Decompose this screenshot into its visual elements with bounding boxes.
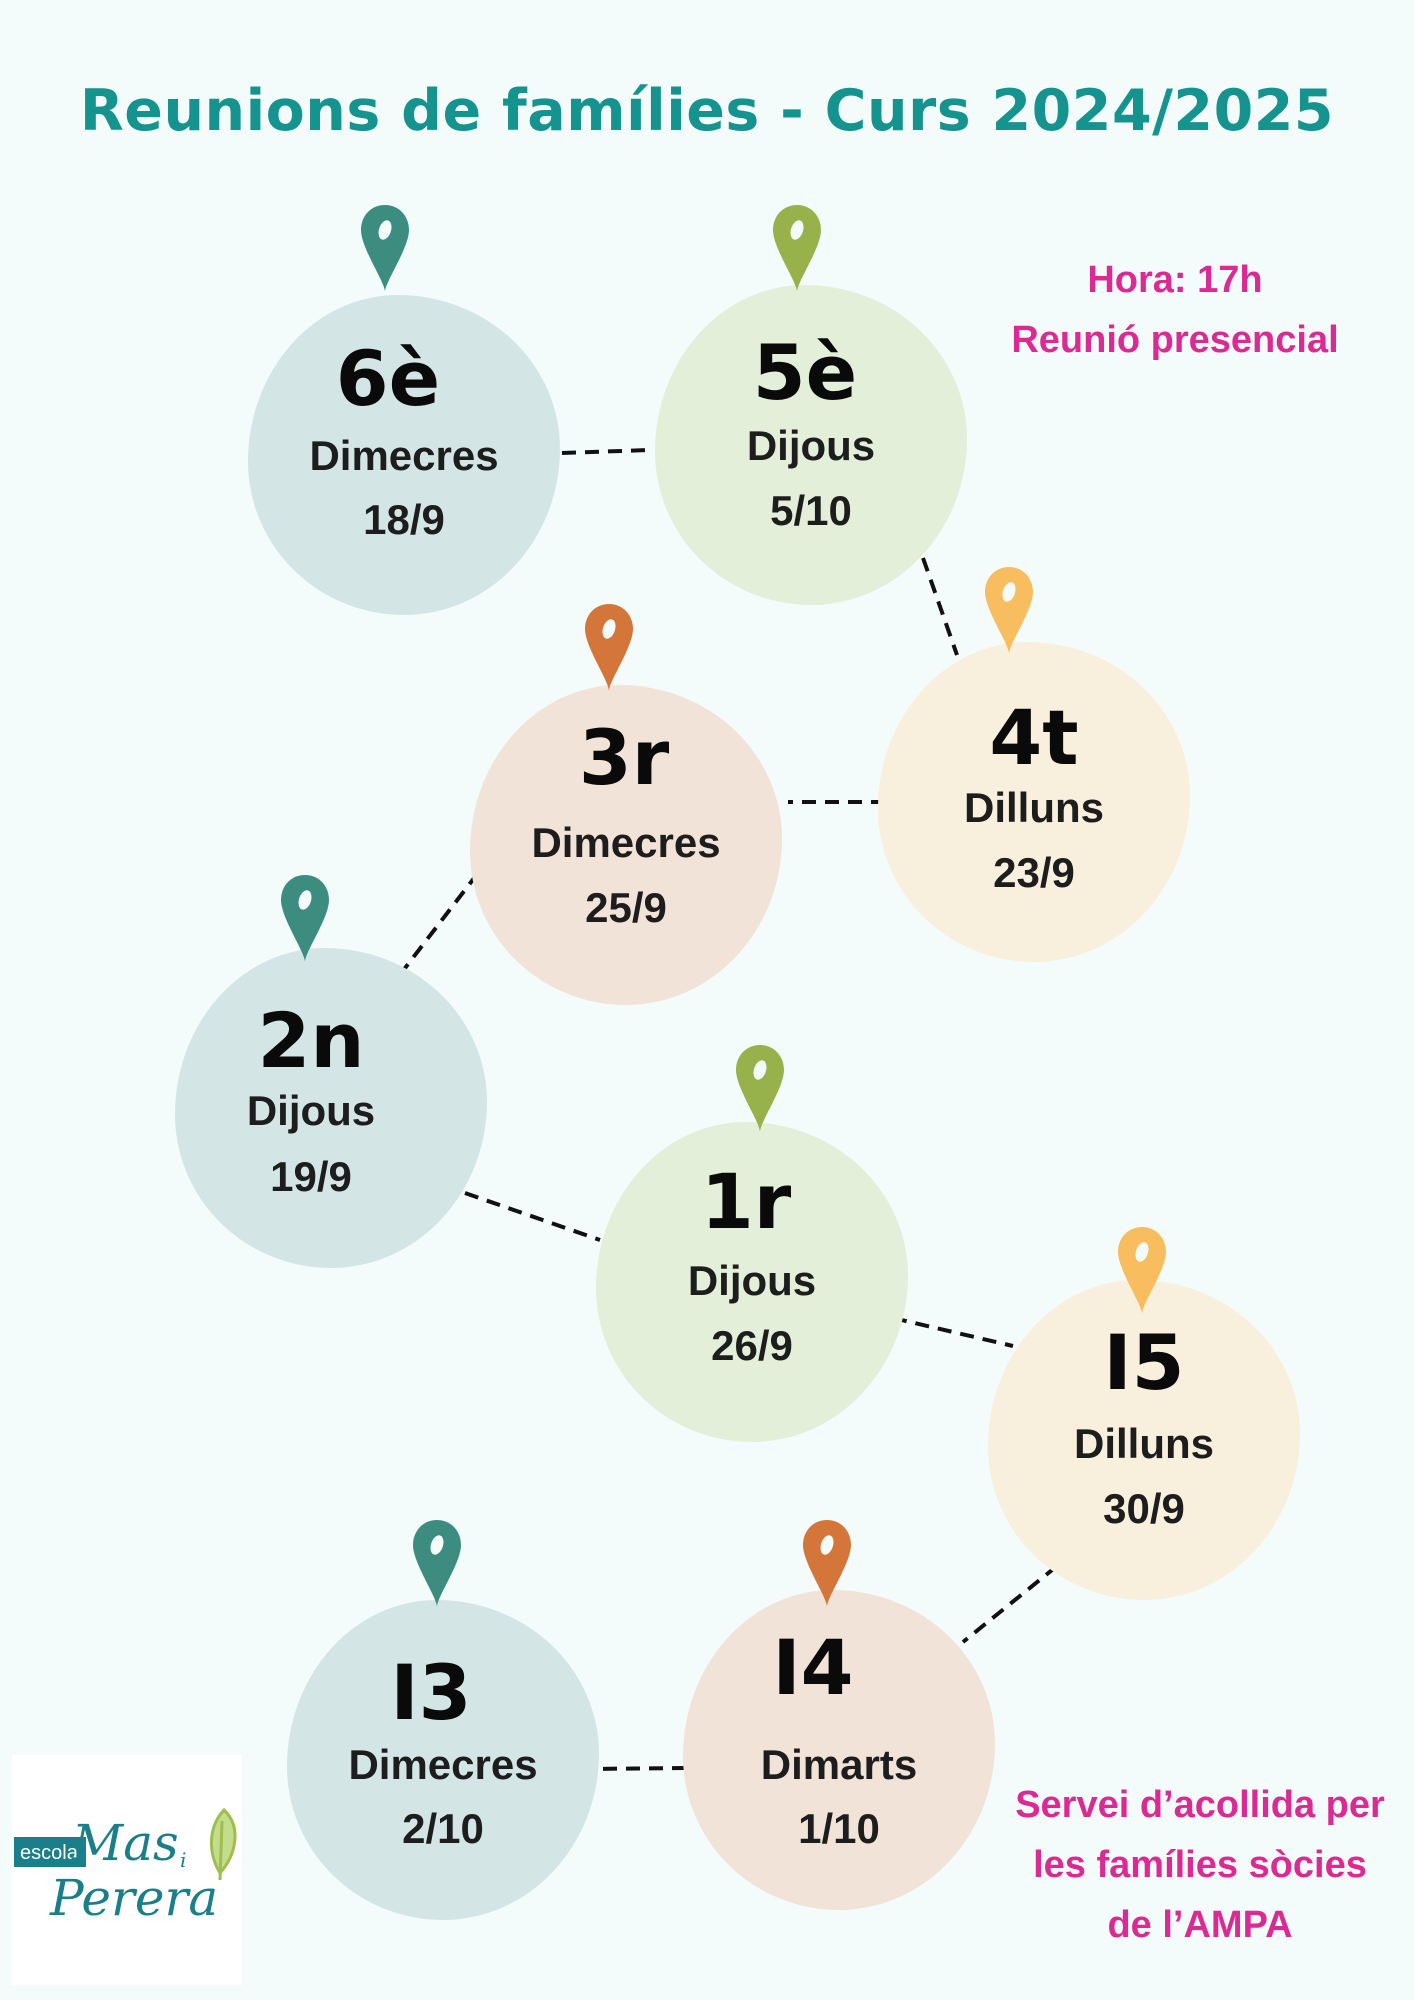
meeting-time: Hora: 17h bbox=[1087, 259, 1263, 301]
meeting-i4: I4 Dimarts 1/10 bbox=[683, 1590, 995, 1910]
grade-label: I5 bbox=[1103, 1318, 1185, 1407]
connector-i4-i3 bbox=[584, 1766, 687, 1771]
leaf-icon bbox=[209, 1807, 237, 1881]
grade-label: 6è bbox=[335, 334, 441, 423]
meeting-1r: 1r Dijous 26/9 bbox=[596, 1122, 908, 1442]
grade-label: 2n bbox=[257, 996, 365, 1085]
date-label: 1/10 bbox=[798, 1805, 880, 1852]
childcare-line-2: les famílies sòcies bbox=[1033, 1844, 1367, 1886]
location-pin-icon bbox=[413, 1520, 461, 1607]
day-label: Dimecres bbox=[309, 432, 499, 479]
grade-label: I3 bbox=[390, 1648, 472, 1737]
logo-mas-text: Mas bbox=[71, 1814, 179, 1872]
day-label: Dimecres bbox=[348, 1741, 538, 1788]
location-pin-icon bbox=[736, 1045, 784, 1132]
logo-escola-box bbox=[14, 1837, 86, 1867]
grade-label: 3r bbox=[578, 713, 670, 802]
meeting-mode: Reunió presencial bbox=[1011, 319, 1339, 361]
date-label: 19/9 bbox=[270, 1153, 352, 1200]
connector-2n-1r bbox=[464, 1191, 601, 1242]
date-label: 23/9 bbox=[993, 849, 1075, 896]
day-label: Dijous bbox=[687, 1257, 817, 1304]
location-pin-icon bbox=[773, 205, 821, 292]
location-pin-icon bbox=[985, 567, 1033, 654]
date-label: 25/9 bbox=[585, 884, 667, 931]
day-label: Dilluns bbox=[963, 784, 1104, 831]
school-logo-graphic: escola Mas i Perera bbox=[14, 1807, 237, 1927]
connector-6e-5e bbox=[561, 448, 651, 455]
connector-3r-2n bbox=[400, 871, 480, 974]
grade-label: I4 bbox=[772, 1623, 854, 1712]
day-label: Dimarts bbox=[760, 1741, 918, 1788]
meeting-6e: 6è Dimecres 18/9 bbox=[248, 295, 560, 615]
grade-label: 4t bbox=[989, 693, 1079, 782]
meeting-i3: I3 Dimecres 2/10 bbox=[287, 1600, 599, 1920]
meeting-time-info: Hora: 17h Reunió presencial bbox=[975, 250, 1375, 370]
childcare-line-1: Servei d’acollida per bbox=[1015, 1784, 1385, 1826]
date-label: 26/9 bbox=[711, 1322, 793, 1369]
logo-perera-text: Perera bbox=[49, 1869, 218, 1927]
location-pin-icon bbox=[585, 604, 633, 691]
meeting-3r: 3r Dimecres 25/9 bbox=[470, 685, 782, 1005]
grade-label: 1r bbox=[700, 1157, 792, 1246]
day-label: Dijous bbox=[246, 1087, 376, 1134]
childcare-service-info: Servei d’acollida per les famílies sòcie… bbox=[990, 1775, 1410, 1955]
date-label: 2/10 bbox=[402, 1805, 484, 1852]
logo-escola-text: escola bbox=[20, 1842, 79, 1864]
meeting-i5: I5 Dilluns 30/9 bbox=[988, 1280, 1300, 1600]
date-label: 30/9 bbox=[1103, 1485, 1185, 1532]
logo-i-text: i bbox=[180, 1848, 186, 1872]
date-label: 18/9 bbox=[363, 496, 445, 543]
location-pin-icon bbox=[361, 205, 409, 292]
day-label: Dimecres bbox=[531, 819, 721, 866]
location-pin-icon bbox=[1118, 1227, 1166, 1314]
date-label: 5/10 bbox=[770, 487, 852, 534]
connector-i5-i4 bbox=[961, 1564, 1059, 1644]
connector-5e-4t bbox=[921, 557, 959, 656]
location-pin-icon bbox=[803, 1520, 851, 1607]
meeting-2n: 2n Dijous 19/9 bbox=[175, 948, 487, 1268]
school-logo: escola Mas i Perera bbox=[12, 1755, 242, 1985]
day-label: Dijous bbox=[746, 422, 876, 469]
childcare-line-3: de l’AMPA bbox=[1107, 1904, 1293, 1946]
meeting-4t: 4t Dilluns 23/9 bbox=[878, 642, 1190, 962]
connector-1r-i5 bbox=[892, 1316, 1014, 1348]
day-label: Dilluns bbox=[1073, 1420, 1214, 1467]
location-pin-icon bbox=[281, 875, 329, 962]
page-title: Reunions de famílies - Curs 2024/2025 bbox=[79, 78, 1335, 144]
grade-label: 5è bbox=[752, 328, 858, 417]
meeting-5e: 5è Dijous 5/10 bbox=[655, 285, 967, 605]
